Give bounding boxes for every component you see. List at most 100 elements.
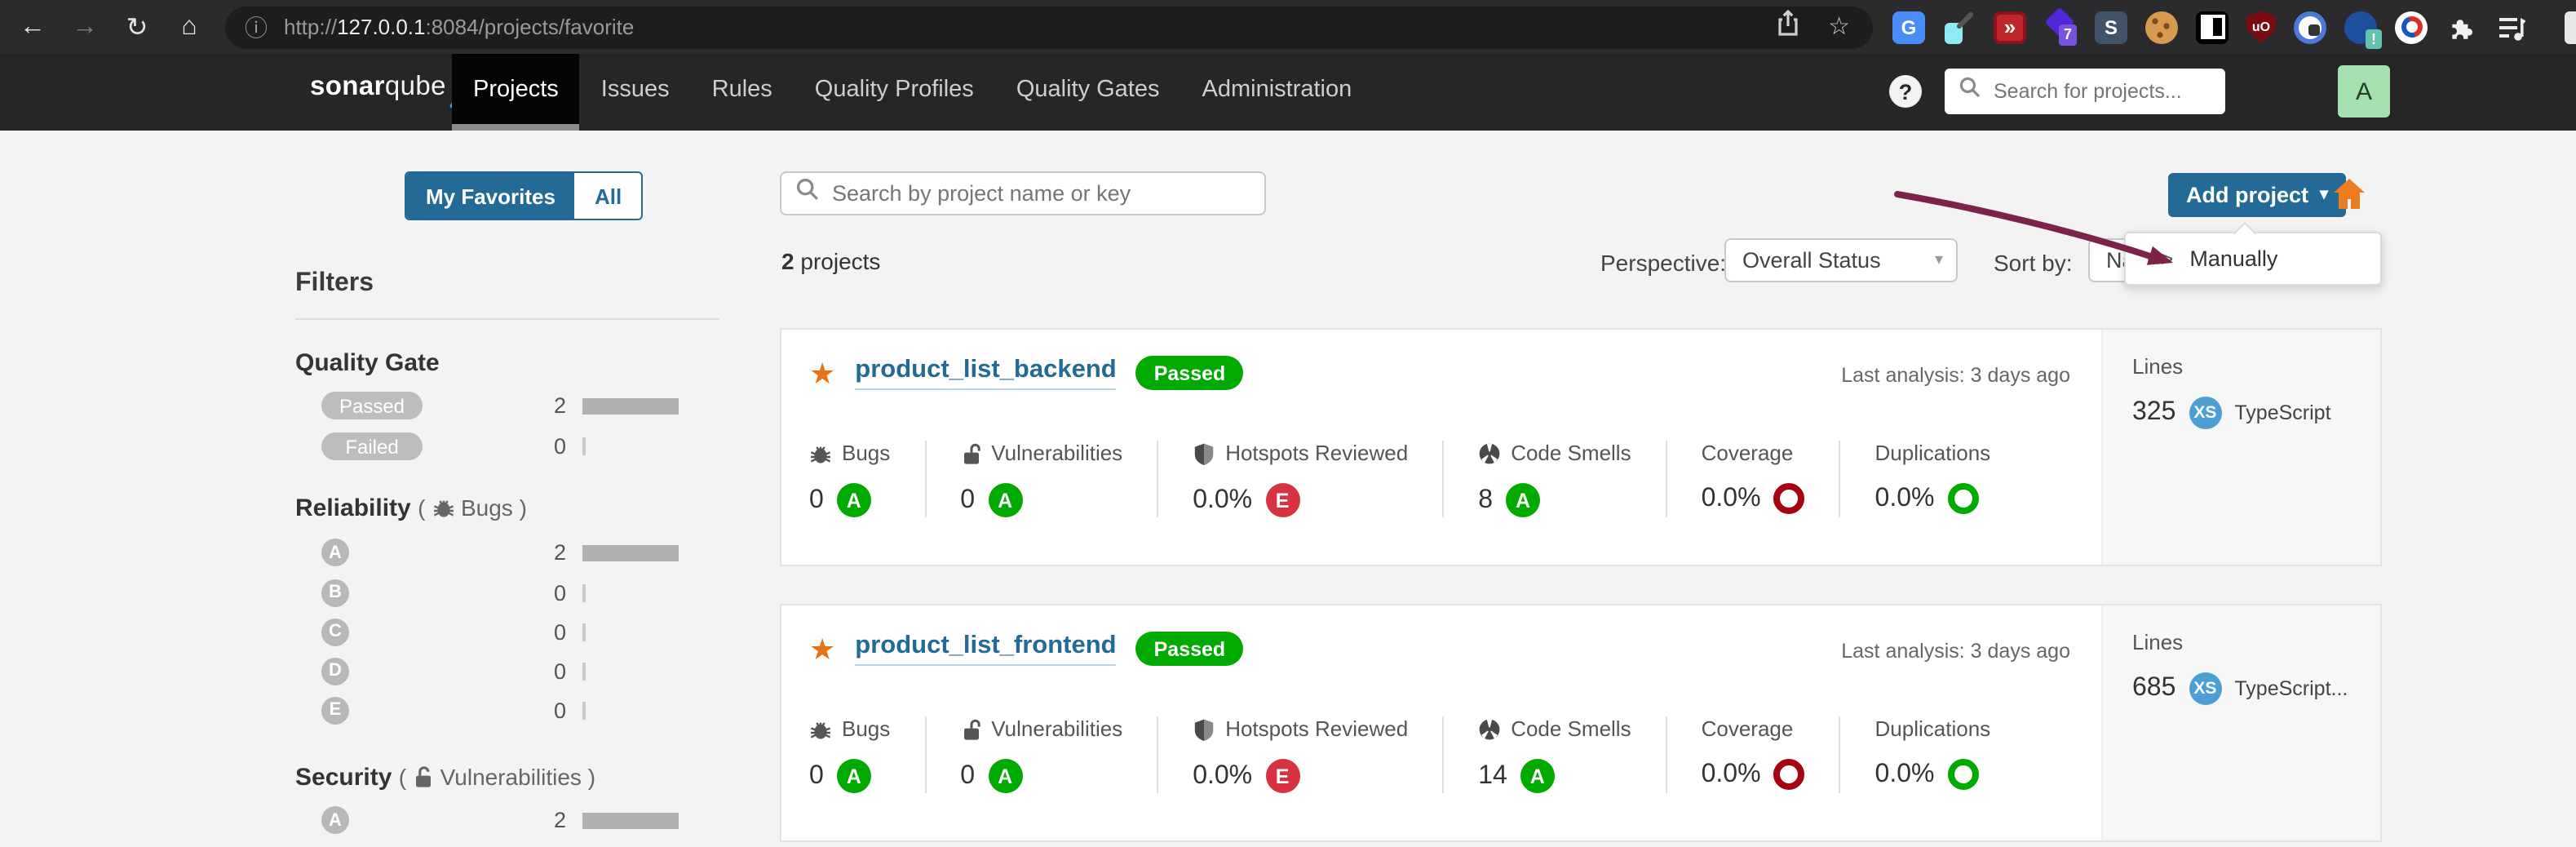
duplications-ring xyxy=(1947,759,1979,790)
metric-value: 8 xyxy=(1478,486,1493,513)
rating-badge: A xyxy=(1506,483,1540,517)
rating-b[interactable]: B xyxy=(321,579,349,606)
code-smells-icon xyxy=(1479,442,1500,463)
metric-label: Bugs xyxy=(842,441,891,465)
logo-text-bold: sonar xyxy=(310,72,385,101)
reliability-heading: Reliability ( Bugs ) xyxy=(295,494,527,522)
metric-value: 14 xyxy=(1478,761,1507,789)
perspective-label: Perspective: xyxy=(1600,250,1727,276)
stylus-extension-icon[interactable]: S xyxy=(2095,11,2127,43)
address-bar[interactable]: ⓘ http://127.0.0.1:8084/projects/favorit… xyxy=(225,6,1873,48)
project-search-input[interactable] xyxy=(829,180,1243,207)
chevron-down-icon: ▾ xyxy=(1934,251,1943,269)
main-nav: Projects Issues Rules Quality Profiles Q… xyxy=(452,54,1373,131)
color-picker-extension-icon[interactable] xyxy=(1943,10,1976,43)
search-icon xyxy=(1959,77,1981,106)
browser-toolbar: ← → ↻ ⌂ ⓘ http://127.0.0.1:8084/projects… xyxy=(0,0,2576,54)
metric-label: Coverage xyxy=(1701,716,1794,741)
favorite-star-icon[interactable]: ★ xyxy=(809,632,836,665)
bug-icon xyxy=(433,500,454,517)
facet-bar xyxy=(582,583,586,601)
browser-back-icon[interactable]: ← xyxy=(20,12,46,40)
browser-reload-icon[interactable]: ↻ xyxy=(126,14,148,42)
ublock-extension-icon[interactable]: uO xyxy=(2246,11,2276,43)
projects-page: My Favorites All Filters Quality Gate Pa… xyxy=(0,131,2576,847)
translate-extension-icon[interactable]: G xyxy=(1892,11,1925,43)
rating-c[interactable]: C xyxy=(321,618,349,645)
perspective-select[interactable]: Overall Status ▾ xyxy=(1724,238,1958,282)
quality-gate-badge: Passed xyxy=(1135,356,1244,390)
metric-label: Coverage xyxy=(1701,441,1794,465)
toggle-my-favorites[interactable]: My Favorites xyxy=(406,173,575,219)
site-info-icon[interactable]: ⓘ xyxy=(245,14,268,40)
nav-item-quality-profiles[interactable]: Quality Profiles xyxy=(814,76,974,102)
project-search[interactable] xyxy=(780,171,1266,215)
project-link[interactable]: product_list_backend xyxy=(855,356,1117,390)
rating-badge: A xyxy=(836,483,871,517)
globe-extension-icon[interactable] xyxy=(2395,11,2428,43)
favorite-star-icon[interactable]: ★ xyxy=(809,357,836,389)
size-badge: XS xyxy=(2189,397,2222,429)
coverage-ring xyxy=(1773,483,1805,514)
cookie-extension-icon[interactable] xyxy=(2145,11,2178,43)
metric-value: 0.0% xyxy=(1701,484,1761,512)
shield-icon xyxy=(1194,442,1214,464)
rating-a[interactable]: A xyxy=(321,806,349,834)
metric-label: Code Smells xyxy=(1511,441,1631,465)
help-icon[interactable]: ? xyxy=(1889,75,1922,108)
facet-count: 0 xyxy=(553,698,566,722)
global-search[interactable] xyxy=(1945,69,2225,114)
dark-reader-extension-icon[interactable] xyxy=(2196,11,2229,43)
nav-item-projects[interactable]: Projects xyxy=(452,54,580,131)
add-project-button[interactable]: Add project ▾ xyxy=(2168,173,2347,217)
rating-d[interactable]: D xyxy=(321,657,349,685)
nav-item-issues[interactable]: Issues xyxy=(600,76,670,102)
metric-value: 0.0% xyxy=(1874,760,1935,787)
facet-bar xyxy=(582,437,586,455)
facet-failed[interactable]: Failed xyxy=(321,432,423,460)
toggle-all[interactable]: All xyxy=(594,184,622,208)
bookmark-star-icon[interactable]: ☆ xyxy=(1828,13,1850,41)
session-extension-icon[interactable]: 7 xyxy=(2044,6,2077,45)
extensions-puzzle-icon[interactable] xyxy=(2445,11,2478,43)
avatar[interactable]: A xyxy=(2338,65,2390,118)
privacy-lock-extension-icon[interactable] xyxy=(2294,11,2326,43)
menu-item-manually[interactable]: <> Manually xyxy=(2126,233,2380,284)
nav-item-quality-gates[interactable]: Quality Gates xyxy=(1016,76,1160,102)
metric-label: Code Smells xyxy=(1511,716,1631,741)
coverage-ring xyxy=(1773,759,1805,790)
global-search-input[interactable] xyxy=(1990,78,2209,104)
rating-badge: E xyxy=(1265,483,1300,517)
fast-forward-extension-icon[interactable]: » xyxy=(1994,11,2026,43)
metric-label: Duplications xyxy=(1874,716,1991,741)
metric-value: 0 xyxy=(960,486,976,513)
code-brackets-icon: <> xyxy=(2147,246,2175,271)
home-favorite-icon[interactable] xyxy=(2330,175,2369,214)
browser-forward-icon[interactable]: → xyxy=(72,12,98,40)
browser-home-icon[interactable]: ⌂ xyxy=(181,12,197,40)
cut-off-extension-icon[interactable] xyxy=(2565,11,2576,44)
add-project-menu: <> Manually xyxy=(2124,221,2382,286)
rating-e[interactable]: E xyxy=(321,696,349,724)
bug-icon xyxy=(810,446,831,463)
facet-bar xyxy=(582,398,679,415)
metric-value: 0 xyxy=(960,761,976,789)
lock-icon xyxy=(963,442,980,463)
nav-item-administration[interactable]: Administration xyxy=(1202,76,1352,102)
playlist-extension-icon[interactable] xyxy=(2496,11,2529,43)
facet-passed[interactable]: Passed xyxy=(321,392,423,419)
exclaim-badge: ! xyxy=(2366,29,2382,48)
rating-a[interactable]: A xyxy=(321,539,349,566)
projects-count-number: 2 xyxy=(781,248,794,274)
share-icon[interactable] xyxy=(1776,9,1799,44)
project-link[interactable]: product_list_frontend xyxy=(855,632,1117,666)
add-project-label: Add project xyxy=(2186,183,2309,207)
favorites-toggle: My Favorites All xyxy=(405,171,644,220)
nav-item-rules[interactable]: Rules xyxy=(711,76,772,102)
notifier-extension-icon[interactable]: ! xyxy=(2344,11,2382,48)
metric-label: Duplications xyxy=(1874,441,1991,465)
